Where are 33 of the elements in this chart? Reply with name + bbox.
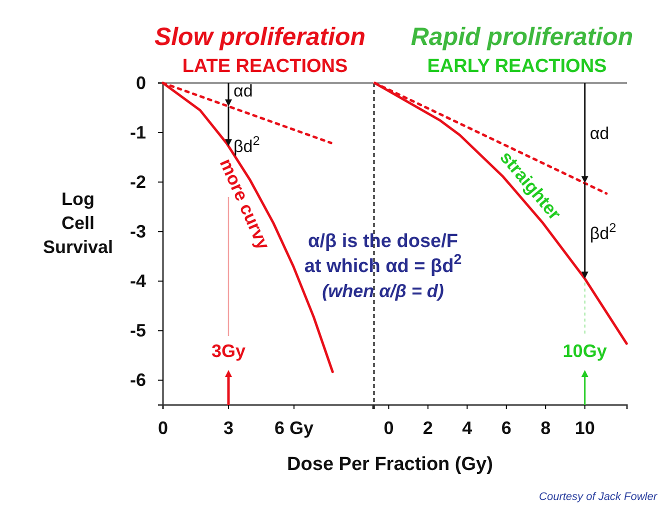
y-tick-label: -1: [130, 122, 146, 142]
annotation: (when α/β = d): [322, 281, 444, 301]
y-axis-title: Log Cell Survival: [42, 189, 114, 257]
chart-subtitle: EARLY REACTIONS: [427, 56, 607, 77]
x-tick-label: 3: [223, 418, 234, 438]
chart-title: Rapid proliferation: [410, 23, 634, 51]
annotation: at which αd = βd$^{2}$: [304, 252, 462, 277]
annotation: αd: [233, 82, 253, 101]
annotation: βd$^{2}$: [590, 219, 616, 243]
y-tick-label: -5: [130, 320, 146, 340]
y-tick-label: -6: [130, 370, 146, 390]
y-tick-label: 0: [136, 72, 146, 93]
ref-line-label: 3Gy: [211, 341, 246, 361]
y-tick-label: -2: [130, 172, 146, 192]
annotation: βd$^{2}$: [233, 132, 260, 156]
y-tick-label: -4: [130, 270, 146, 291]
x-tick-label: 8: [540, 418, 551, 438]
annotation: more curvy: [216, 156, 274, 252]
annotation: αd: [590, 124, 610, 144]
x-tick-label: 0: [384, 418, 394, 438]
x-tick-label: 0: [158, 418, 168, 438]
y-tick-label: -3: [130, 221, 146, 242]
chart-title: Slow proliferation: [154, 23, 366, 51]
x-tick-label: 10: [574, 418, 595, 438]
annotation: α/β is the dose/F: [308, 231, 458, 252]
x-axis-title: Dose Per Fraction (Gy): [287, 454, 493, 475]
x-tick-label: 4: [462, 418, 472, 438]
ref-line-label: 10Gy: [562, 341, 607, 361]
x-tick-label: 6 Gy: [274, 418, 314, 438]
x-tick-label: 2: [422, 418, 433, 438]
chart-subtitle: LATE REACTIONS: [182, 56, 348, 77]
x-tick-label: 6: [501, 418, 512, 438]
text: Courtesy of Jack Fowler: [539, 491, 658, 503]
